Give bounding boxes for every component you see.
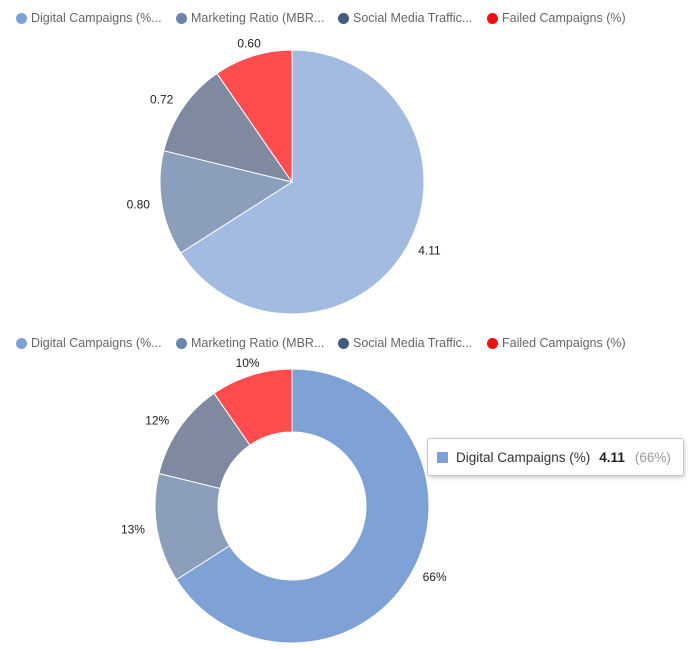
legend-label: Failed Campaigns (%) — [502, 11, 626, 25]
pie-chart-panel: 4.11 0.80 0.72 0.60 Digital Campaigns (%...… — [0, 0, 691, 324]
pie-chart: 4.11 0.80 0.72 0.60 — [127, 37, 441, 315]
legend-item-digital-campaigns[interactable]: Digital Campaigns (%... — [16, 11, 162, 25]
legend-dot-icon — [16, 12, 27, 24]
legend-dot-icon — [176, 337, 187, 349]
slice-digital-campaigns[interactable] — [175, 368, 430, 644]
slice-digital-campaigns[interactable] — [179, 49, 425, 315]
legend-dot-icon — [16, 337, 27, 349]
legend-label: Social Media Traffic... — [353, 336, 473, 350]
legend-item-marketing-ratio[interactable]: Marketing Ratio (MBR... — [176, 336, 324, 350]
tooltip-value: 4.11 — [599, 449, 625, 465]
chart-tooltip: Digital Campaigns (%) 4.11 (66%) — [427, 438, 684, 476]
legend-dot-icon — [176, 12, 187, 24]
slice-marketing-ratio[interactable] — [159, 150, 294, 254]
legend-label: Digital Campaigns (%... — [31, 336, 162, 350]
tooltip-percent: (66%) — [634, 449, 671, 465]
legend-dot-icon — [338, 12, 349, 24]
legend-label: Social Media Traffic... — [353, 11, 473, 25]
legend-label: Marketing Ratio (MBR... — [191, 11, 325, 25]
donut-chart: 66% 13% 12% 10% — [121, 356, 447, 644]
data-label-digital-campaigns: 4.11 — [418, 243, 441, 257]
slice-failed-campaigns[interactable] — [216, 49, 293, 184]
donut-chart-legend: Digital Campaigns (%... Marketing Ratio … — [16, 336, 676, 354]
data-label-marketing-ratio: 0.80 — [127, 198, 151, 212]
legend-item-marketing-ratio[interactable]: Marketing Ratio (MBR... — [176, 11, 324, 25]
legend-item-digital-campaigns[interactable]: Digital Campaigns (%... — [16, 336, 162, 350]
legend-item-failed-campaigns[interactable]: Failed Campaigns (%) — [487, 11, 626, 25]
legend-label: Failed Campaigns (%) — [502, 336, 626, 350]
data-label-failed-campaigns: 10% — [236, 356, 260, 370]
tooltip-series-label: Digital Campaigns (%) — [456, 449, 591, 465]
slice-failed-campaigns[interactable] — [213, 368, 293, 446]
tooltip-swatch-icon — [437, 451, 448, 463]
legend-item-social-media-traffic[interactable]: Social Media Traffic... — [338, 336, 472, 350]
legend-label: Marketing Ratio (MBR... — [191, 336, 325, 350]
pie-chart-legend: Digital Campaigns (%... Marketing Ratio … — [16, 11, 676, 29]
slice-social-media-traffic[interactable] — [163, 72, 294, 183]
legend-item-failed-campaigns[interactable]: Failed Campaigns (%) — [487, 336, 626, 350]
data-label-social-media-traffic: 12% — [145, 414, 169, 428]
legend-dot-icon — [487, 337, 498, 349]
legend-dot-icon — [338, 337, 349, 349]
legend-label: Digital Campaigns (%... — [31, 11, 162, 25]
data-label-social-media-traffic: 0.72 — [150, 93, 174, 107]
donut-chart-panel: 66% 13% 12% 10% Digital Campaigns (%... Mar… — [0, 325, 691, 649]
data-label-digital-campaigns: 66% — [423, 570, 447, 584]
data-label-failed-campaigns: 0.60 — [237, 37, 261, 51]
legend-dot-icon — [487, 12, 498, 24]
data-label-marketing-ratio: 13% — [121, 522, 145, 536]
legend-item-social-media-traffic[interactable]: Social Media Traffic... — [338, 11, 472, 25]
